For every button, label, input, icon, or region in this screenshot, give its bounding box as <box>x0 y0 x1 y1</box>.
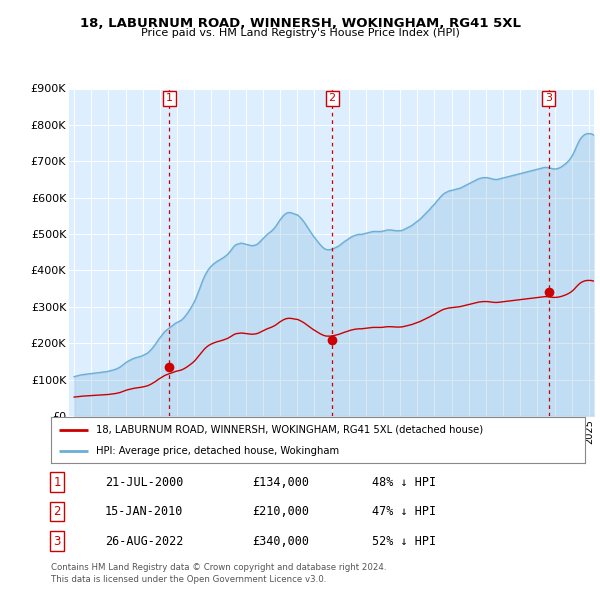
Text: 18, LABURNUM ROAD, WINNERSH, WOKINGHAM, RG41 5XL: 18, LABURNUM ROAD, WINNERSH, WOKINGHAM, … <box>79 17 521 30</box>
Text: HPI: Average price, detached house, Wokingham: HPI: Average price, detached house, Woki… <box>97 445 340 455</box>
Text: 3: 3 <box>545 93 552 103</box>
Text: 15-JAN-2010: 15-JAN-2010 <box>105 505 184 518</box>
Text: £210,000: £210,000 <box>252 505 309 518</box>
Text: 1: 1 <box>166 93 173 103</box>
Text: Price paid vs. HM Land Registry's House Price Index (HPI): Price paid vs. HM Land Registry's House … <box>140 28 460 38</box>
Text: 18, LABURNUM ROAD, WINNERSH, WOKINGHAM, RG41 5XL (detached house): 18, LABURNUM ROAD, WINNERSH, WOKINGHAM, … <box>97 425 484 435</box>
Text: 26-AUG-2022: 26-AUG-2022 <box>105 535 184 548</box>
Text: This data is licensed under the Open Government Licence v3.0.: This data is licensed under the Open Gov… <box>51 575 326 584</box>
Text: 52% ↓ HPI: 52% ↓ HPI <box>372 535 436 548</box>
Text: 2: 2 <box>329 93 336 103</box>
Text: 2: 2 <box>53 505 61 518</box>
Text: £134,000: £134,000 <box>252 476 309 489</box>
Text: 21-JUL-2000: 21-JUL-2000 <box>105 476 184 489</box>
Text: £340,000: £340,000 <box>252 535 309 548</box>
Text: 3: 3 <box>53 535 61 548</box>
Text: 47% ↓ HPI: 47% ↓ HPI <box>372 505 436 518</box>
Text: 1: 1 <box>53 476 61 489</box>
Text: Contains HM Land Registry data © Crown copyright and database right 2024.: Contains HM Land Registry data © Crown c… <box>51 563 386 572</box>
Text: 48% ↓ HPI: 48% ↓ HPI <box>372 476 436 489</box>
